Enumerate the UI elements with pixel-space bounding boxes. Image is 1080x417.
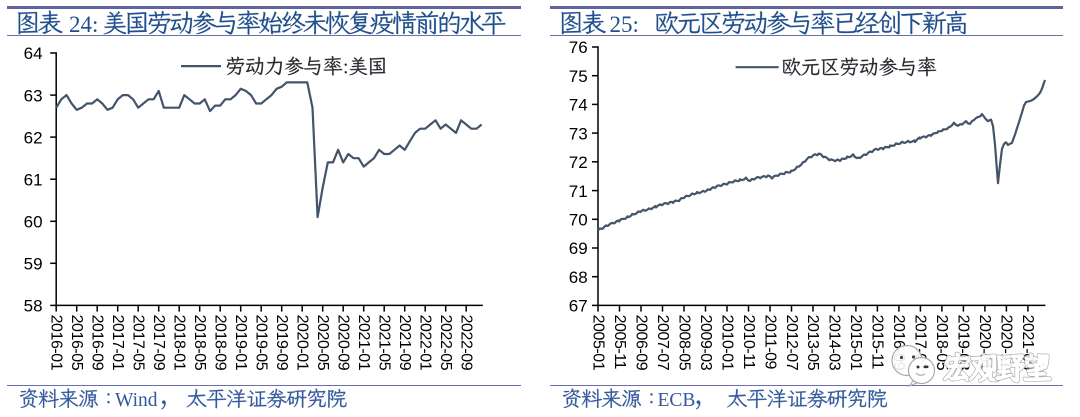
svg-text:2018-05: 2018-05	[191, 315, 208, 371]
svg-text:63: 63	[24, 86, 43, 105]
svg-text:71: 71	[569, 182, 588, 201]
svg-text:69: 69	[569, 239, 588, 258]
svg-text:70: 70	[569, 211, 588, 230]
svg-text:2018-09: 2018-09	[212, 315, 229, 371]
svg-text:2018-01: 2018-01	[171, 315, 188, 371]
svg-text:25:: 25:	[610, 12, 639, 37]
svg-text:Wind: Wind	[115, 390, 158, 411]
svg-text:2016-01: 2016-01	[48, 315, 65, 371]
svg-text:74: 74	[569, 96, 588, 115]
svg-text:2015-01: 2015-01	[847, 315, 864, 371]
svg-text:2011-09: 2011-09	[761, 315, 778, 370]
svg-text:67: 67	[569, 297, 588, 316]
svg-text:68: 68	[569, 268, 588, 287]
svg-text:2005-01: 2005-01	[589, 315, 606, 371]
svg-text:2022-01: 2022-01	[417, 315, 434, 371]
svg-text:2017-01: 2017-01	[109, 315, 126, 371]
svg-text:75: 75	[569, 67, 588, 86]
svg-text:58: 58	[24, 297, 43, 316]
svg-text:2013-05: 2013-05	[804, 315, 821, 371]
svg-text:2019-05: 2019-05	[253, 315, 270, 371]
svg-text:72: 72	[569, 153, 588, 172]
svg-text:2012-07: 2012-07	[783, 315, 800, 371]
svg-text:ECB: ECB	[658, 390, 696, 411]
svg-text:2009-03: 2009-03	[697, 315, 714, 371]
svg-text:64: 64	[24, 44, 43, 63]
svg-text:2021-09: 2021-09	[396, 315, 413, 371]
svg-text:2005-11: 2005-11	[611, 315, 628, 370]
svg-text:2010-11: 2010-11	[740, 315, 757, 370]
svg-text:2018-05: 2018-05	[933, 315, 950, 371]
svg-text:2022-05: 2022-05	[437, 315, 454, 371]
svg-text:61: 61	[24, 170, 43, 189]
svg-text:59: 59	[24, 255, 43, 274]
svg-text:2019-01: 2019-01	[232, 315, 249, 371]
svg-text:2016-05: 2016-05	[68, 315, 85, 371]
svg-text:2021-01: 2021-01	[355, 315, 372, 371]
svg-text:60: 60	[24, 213, 43, 232]
svg-text:2017-09: 2017-09	[150, 315, 167, 371]
svg-text:2016-09: 2016-09	[89, 315, 106, 371]
svg-text:2020-09: 2020-09	[335, 315, 352, 371]
svg-text:2017-05: 2017-05	[130, 315, 147, 371]
svg-text:24:: 24:	[69, 12, 98, 37]
svg-text:2007-07: 2007-07	[654, 315, 671, 371]
svg-text:73: 73	[569, 124, 588, 143]
svg-text:2014-03: 2014-03	[826, 315, 843, 371]
svg-text:62: 62	[24, 128, 43, 147]
svg-text:2015-11: 2015-11	[869, 315, 886, 370]
svg-text:2019-09: 2019-09	[273, 315, 290, 371]
svg-text:2020-01: 2020-01	[294, 315, 311, 371]
svg-text:76: 76	[569, 38, 588, 57]
svg-text:2008-05: 2008-05	[675, 315, 692, 371]
svg-text:2006-09: 2006-09	[632, 315, 649, 371]
svg-text:2010-01: 2010-01	[718, 315, 735, 371]
svg-text:2020-05: 2020-05	[314, 315, 331, 371]
svg-text:2022-09: 2022-09	[458, 315, 475, 371]
svg-text:2021-05: 2021-05	[376, 315, 393, 371]
